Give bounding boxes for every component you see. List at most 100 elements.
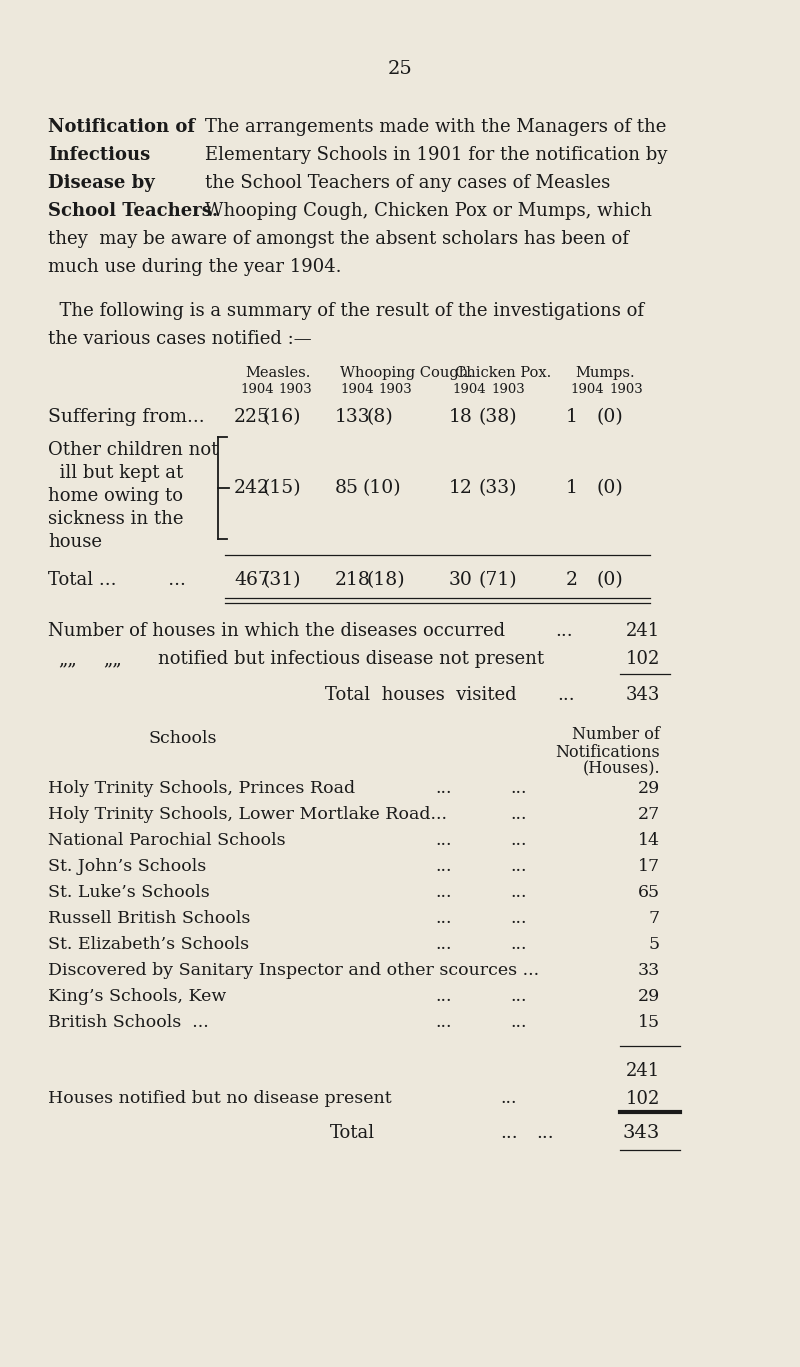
Text: the School Teachers of any cases of Measles: the School Teachers of any cases of Meas… bbox=[205, 174, 610, 191]
Text: Other children not: Other children not bbox=[48, 442, 218, 459]
Text: 29: 29 bbox=[638, 988, 660, 1005]
Text: (38): (38) bbox=[479, 407, 518, 427]
Text: 1: 1 bbox=[566, 478, 578, 498]
Text: (Houses).: (Houses). bbox=[582, 760, 660, 776]
Text: 27: 27 bbox=[638, 807, 660, 823]
Text: Discovered by Sanitary Inspector and other scources ...: Discovered by Sanitary Inspector and oth… bbox=[48, 962, 539, 979]
Text: (8): (8) bbox=[367, 407, 394, 427]
Text: ...: ... bbox=[510, 884, 526, 901]
Text: Schools: Schools bbox=[149, 730, 218, 746]
Text: (0): (0) bbox=[597, 478, 624, 498]
Text: Chicken Pox.: Chicken Pox. bbox=[455, 366, 551, 380]
Text: ...: ... bbox=[435, 781, 451, 797]
Text: 25: 25 bbox=[388, 60, 412, 78]
Text: 242: 242 bbox=[234, 478, 270, 498]
Text: 30: 30 bbox=[449, 571, 473, 589]
Text: 1903: 1903 bbox=[378, 383, 412, 396]
Text: School Teachers.: School Teachers. bbox=[48, 202, 218, 220]
Text: Number of houses in which the diseases occurred: Number of houses in which the diseases o… bbox=[48, 622, 505, 640]
Text: ...: ... bbox=[435, 884, 451, 901]
Text: 1904: 1904 bbox=[240, 383, 274, 396]
Text: Whooping Cough, Chicken Pox or Mumps, which: Whooping Cough, Chicken Pox or Mumps, wh… bbox=[205, 202, 652, 220]
Text: 12: 12 bbox=[449, 478, 473, 498]
Text: notified but infectious disease not present: notified but infectious disease not pres… bbox=[158, 649, 544, 668]
Text: St. John’s Schools: St. John’s Schools bbox=[48, 858, 206, 875]
Text: 225: 225 bbox=[234, 407, 270, 427]
Text: Holy Trinity Schools, Lower Mortlake Road...: Holy Trinity Schools, Lower Mortlake Roa… bbox=[48, 807, 447, 823]
Text: 241: 241 bbox=[626, 1062, 660, 1080]
Text: „„: „„ bbox=[58, 649, 77, 668]
Text: (0): (0) bbox=[597, 407, 624, 427]
Text: 343: 343 bbox=[626, 686, 660, 704]
Text: Measles.: Measles. bbox=[245, 366, 310, 380]
Text: ...: ... bbox=[435, 910, 451, 927]
Text: King’s Schools, Kew: King’s Schools, Kew bbox=[48, 988, 226, 1005]
Text: Elementary Schools in 1901 for the notification by: Elementary Schools in 1901 for the notif… bbox=[205, 146, 667, 164]
Text: (71): (71) bbox=[479, 571, 518, 589]
Text: (10): (10) bbox=[362, 478, 401, 498]
Text: Total ...         ...: Total ... ... bbox=[48, 571, 186, 589]
Text: Mumps.: Mumps. bbox=[575, 366, 634, 380]
Text: 2: 2 bbox=[566, 571, 578, 589]
Text: 102: 102 bbox=[626, 1089, 660, 1109]
Text: 102: 102 bbox=[626, 649, 660, 668]
Text: home owing to: home owing to bbox=[48, 487, 183, 504]
Text: Disease by: Disease by bbox=[48, 174, 154, 191]
Text: British Schools  ...: British Schools ... bbox=[48, 1014, 209, 1031]
Text: 1903: 1903 bbox=[491, 383, 525, 396]
Text: Number of: Number of bbox=[572, 726, 660, 744]
Text: (33): (33) bbox=[479, 478, 518, 498]
Text: Russell British Schools: Russell British Schools bbox=[48, 910, 250, 927]
Text: (15): (15) bbox=[263, 478, 302, 498]
Text: 218: 218 bbox=[335, 571, 371, 589]
Text: 18: 18 bbox=[449, 407, 473, 427]
Text: Holy Trinity Schools, Princes Road: Holy Trinity Schools, Princes Road bbox=[48, 781, 355, 797]
Text: 467: 467 bbox=[234, 571, 270, 589]
Text: ...: ... bbox=[435, 936, 451, 953]
Text: sickness in the: sickness in the bbox=[48, 510, 183, 528]
Text: 343: 343 bbox=[622, 1124, 660, 1141]
Text: they  may be aware of amongst the absent scholars has been of: they may be aware of amongst the absent … bbox=[48, 230, 629, 247]
Text: ...: ... bbox=[500, 1124, 518, 1141]
Text: 15: 15 bbox=[638, 1014, 660, 1031]
Text: 85: 85 bbox=[335, 478, 359, 498]
Text: Houses notified but no disease present: Houses notified but no disease present bbox=[48, 1089, 392, 1107]
Text: 1903: 1903 bbox=[278, 383, 312, 396]
Text: ...: ... bbox=[500, 1089, 517, 1107]
Text: 241: 241 bbox=[626, 622, 660, 640]
Text: ...: ... bbox=[435, 1014, 451, 1031]
Text: Total: Total bbox=[330, 1124, 375, 1141]
Text: ...: ... bbox=[536, 1124, 554, 1141]
Text: Whooping Cough.: Whooping Cough. bbox=[340, 366, 473, 380]
Text: (31): (31) bbox=[263, 571, 302, 589]
Text: ...: ... bbox=[435, 858, 451, 875]
Text: ...: ... bbox=[510, 936, 526, 953]
Text: 65: 65 bbox=[638, 884, 660, 901]
Text: ...: ... bbox=[510, 807, 526, 823]
Text: 33: 33 bbox=[638, 962, 660, 979]
Text: 1904: 1904 bbox=[452, 383, 486, 396]
Text: 5: 5 bbox=[649, 936, 660, 953]
Text: The following is a summary of the result of the investigations of: The following is a summary of the result… bbox=[48, 302, 644, 320]
Text: ...: ... bbox=[510, 781, 526, 797]
Text: ...: ... bbox=[510, 910, 526, 927]
Text: Total  houses  visited: Total houses visited bbox=[325, 686, 517, 704]
Text: (16): (16) bbox=[263, 407, 302, 427]
Text: ...: ... bbox=[555, 622, 573, 640]
Text: Infectious: Infectious bbox=[48, 146, 150, 164]
Text: ...: ... bbox=[435, 988, 451, 1005]
Text: 1: 1 bbox=[566, 407, 578, 427]
Text: 1903: 1903 bbox=[609, 383, 642, 396]
Text: 1904: 1904 bbox=[570, 383, 604, 396]
Text: ...: ... bbox=[510, 858, 526, 875]
Text: (0): (0) bbox=[597, 571, 624, 589]
Text: The arrangements made with the Managers of the: The arrangements made with the Managers … bbox=[205, 118, 666, 135]
Text: St. Luke’s Schools: St. Luke’s Schools bbox=[48, 884, 210, 901]
Text: ...: ... bbox=[435, 833, 451, 849]
Text: ...: ... bbox=[510, 988, 526, 1005]
Text: 29: 29 bbox=[638, 781, 660, 797]
Text: ...: ... bbox=[510, 833, 526, 849]
Text: 14: 14 bbox=[638, 833, 660, 849]
Text: „„: „„ bbox=[103, 649, 122, 668]
Text: St. Elizabeth’s Schools: St. Elizabeth’s Schools bbox=[48, 936, 249, 953]
